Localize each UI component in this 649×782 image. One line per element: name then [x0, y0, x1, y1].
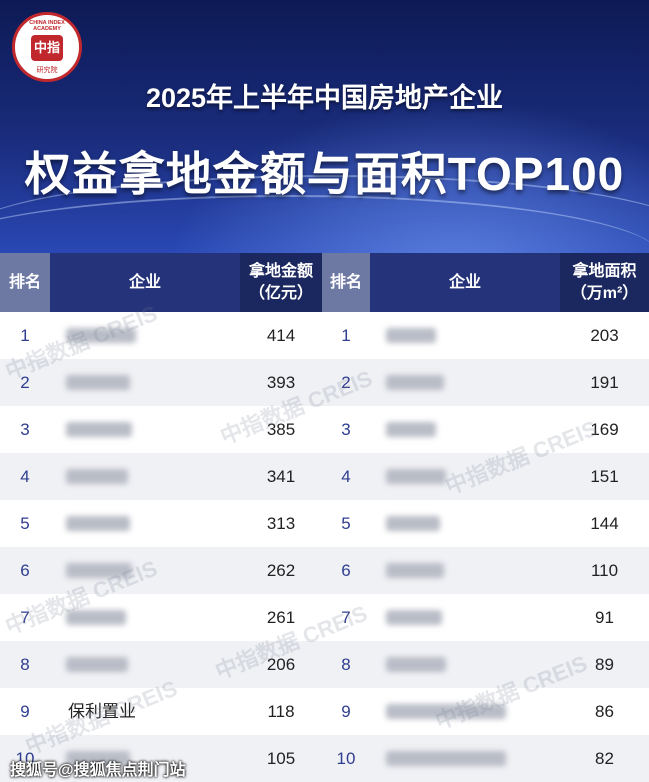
rank: 1: [20, 326, 30, 345]
rank: 8: [341, 655, 351, 674]
blurred-company: [386, 704, 506, 719]
footer: 搜狐号@搜狐焦点荆门站: [10, 762, 186, 779]
header-text: （亿元）: [248, 284, 313, 302]
table-row: 9 保利置业 118 9 86: [0, 688, 649, 735]
blurred-company: [386, 563, 444, 578]
value: 151: [590, 467, 619, 486]
blurred-company: [66, 422, 132, 437]
header-text: 企业: [448, 273, 481, 291]
rank: 3: [20, 420, 30, 439]
logo-name: 中指: [31, 35, 63, 61]
table-row: 10 105 10 82: [0, 735, 649, 782]
table-row: 3 385 3 169: [0, 406, 649, 453]
column-header: 排名: [322, 253, 370, 312]
logo-sub: 研究院: [36, 67, 58, 74]
table-row: 2 393 2 191: [0, 359, 649, 406]
value: 261: [266, 608, 296, 627]
value: 82: [595, 749, 614, 768]
rank: 5: [341, 514, 351, 533]
column-header: 企业: [370, 253, 560, 312]
rank: 2: [341, 373, 351, 392]
blurred-company: [386, 469, 446, 484]
blurred-company: [66, 657, 128, 672]
value: 91: [595, 608, 614, 627]
rank: 6: [20, 561, 30, 580]
header-text: 拿地金额: [248, 262, 313, 280]
rank: 10: [15, 749, 35, 768]
blurred-company: [66, 751, 130, 766]
header-text: （万m²）: [570, 284, 639, 302]
blurred-company: [66, 610, 126, 625]
rank: 8: [20, 655, 30, 674]
value: 169: [590, 420, 619, 439]
value: 262: [266, 561, 296, 580]
column-header: 拿地面积 （万m²）: [560, 253, 649, 312]
rank: 3: [341, 420, 351, 439]
column-header: 排名: [0, 253, 50, 312]
value: 110: [590, 561, 619, 580]
blurred-company: [386, 422, 436, 437]
table-row: 6 262 6 110: [0, 547, 649, 594]
header-text: 排名: [8, 273, 41, 291]
decoration: [0, 195, 649, 253]
header-text: 企业: [128, 273, 161, 291]
table-row: 1 414 1 203: [0, 312, 649, 359]
rank: 10: [336, 749, 356, 768]
logo-text: CHINA INDEX ACADEMY: [29, 20, 65, 32]
value: 206: [266, 655, 296, 674]
rank: 6: [341, 561, 351, 580]
rank: 4: [341, 467, 351, 486]
header-text: 排名: [329, 273, 362, 291]
value: 118: [267, 702, 295, 721]
rank: 4: [20, 467, 30, 486]
rank: 1: [341, 326, 351, 345]
blurred-company: [386, 610, 442, 625]
rank: 7: [341, 608, 351, 627]
value: 191: [590, 373, 619, 392]
rank: 7: [20, 608, 30, 627]
blurred-company: [66, 469, 128, 484]
value: 385: [266, 420, 296, 439]
value: 313: [266, 514, 296, 533]
column-header: 企业: [50, 253, 240, 312]
table-row: 8 206 8 89: [0, 641, 649, 688]
value: 105: [266, 749, 296, 768]
rank: 5: [20, 514, 30, 533]
rank: 2: [20, 373, 30, 392]
blurred-company: [66, 516, 130, 531]
table-row: 4 341 4 151: [0, 453, 649, 500]
value: 341: [266, 467, 296, 486]
value: 89: [595, 655, 614, 674]
blurred-company: [386, 516, 440, 531]
value: 86: [595, 702, 614, 721]
rank: 9: [20, 702, 30, 721]
blurred-company: [386, 375, 444, 390]
blurred-company: [386, 328, 436, 343]
value: 393: [266, 373, 296, 392]
value: 414: [266, 326, 296, 345]
blurred-company: [66, 328, 136, 343]
blurred-company: [386, 751, 506, 766]
rank: 9: [341, 702, 351, 721]
company: 保利置业: [68, 702, 136, 721]
decoration: [0, 175, 649, 253]
header-text: 拿地面积: [572, 262, 637, 280]
value: 144: [590, 514, 619, 533]
table-row: 5 313 5 144: [0, 500, 649, 547]
subtitle: 权益拿地金额与面积TOP100: [24, 148, 625, 200]
column-header: 拿地金额 （亿元）: [240, 253, 322, 312]
banner: [0, 0, 649, 253]
blurred-company: [66, 563, 132, 578]
value: 203: [590, 326, 619, 345]
blurred-company: [386, 657, 446, 672]
title: 2025年上半年中国房地产企业: [145, 83, 504, 113]
table-row: 7 261 7 91: [0, 594, 649, 641]
logo: CHINA INDEX ACADEMY 中指 研究院: [12, 12, 82, 82]
blurred-company: [66, 375, 130, 390]
